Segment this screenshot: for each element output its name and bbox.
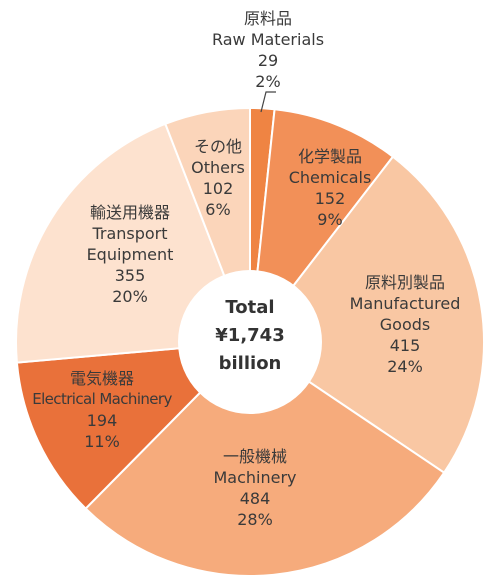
value-label: 415 — [389, 336, 421, 355]
percentage-label: 6% — [205, 200, 231, 219]
value-label: 152 — [314, 189, 346, 208]
slice-label: 原料品 Raw Materials 29 2% — [183, 8, 353, 92]
label-ja: 原料品 — [243, 9, 292, 28]
label-en: Transport Equipment — [86, 224, 174, 264]
percentage-label: 28% — [237, 510, 273, 529]
percentage-label: 20% — [112, 287, 148, 306]
slice-label: 電気機器 Electrical Machinery 194 11% — [7, 368, 197, 452]
value-label: 355 — [114, 266, 146, 285]
center-line: billion — [218, 353, 282, 374]
label-en: Machinery — [213, 468, 297, 487]
label-ja: 化学製品 — [297, 147, 362, 166]
value-label: 102 — [202, 179, 234, 198]
value-label: 484 — [239, 489, 271, 508]
label-en: Others — [191, 158, 245, 177]
label-en: Chemicals — [288, 168, 372, 187]
slice-label: 原料別製品 Manufactured Goods 415 24% — [343, 272, 468, 377]
percentage-label: 11% — [84, 432, 120, 451]
slice-label: 一般機械 Machinery 484 28% — [185, 446, 325, 530]
label-ja: その他 — [193, 137, 242, 156]
percentage-label: 9% — [317, 210, 343, 229]
slice — [248, 155, 484, 475]
slice-label: 輸送用機器 Transport Equipment 355 20% — [75, 202, 185, 307]
label-en: Manufactured Goods — [349, 294, 461, 334]
label-en: Raw Materials — [211, 30, 325, 49]
slice-label: 化学製品 Chemicals 152 9% — [270, 146, 390, 230]
leader-line — [260, 91, 276, 113]
percentage-label: 24% — [387, 357, 423, 376]
slice-label: その他 Others 102 6% — [178, 136, 258, 220]
center-line: ¥1,743 — [215, 325, 285, 346]
center-label: Total ¥1,743 billion — [180, 294, 320, 378]
label-ja: 電気機器 — [69, 369, 134, 388]
center-line: Total — [225, 297, 275, 318]
value-label: 29 — [257, 51, 279, 70]
label-en: Electrical Machinery — [32, 390, 172, 408]
label-ja: 一般機械 — [222, 447, 287, 466]
label-ja: 輸送用機器 — [89, 203, 170, 222]
label-ja: 原料別製品 — [364, 273, 445, 292]
value-label: 194 — [86, 411, 118, 430]
donut-hole — [178, 270, 322, 414]
percentage-label: 2% — [255, 72, 281, 91]
slice — [84, 340, 446, 577]
